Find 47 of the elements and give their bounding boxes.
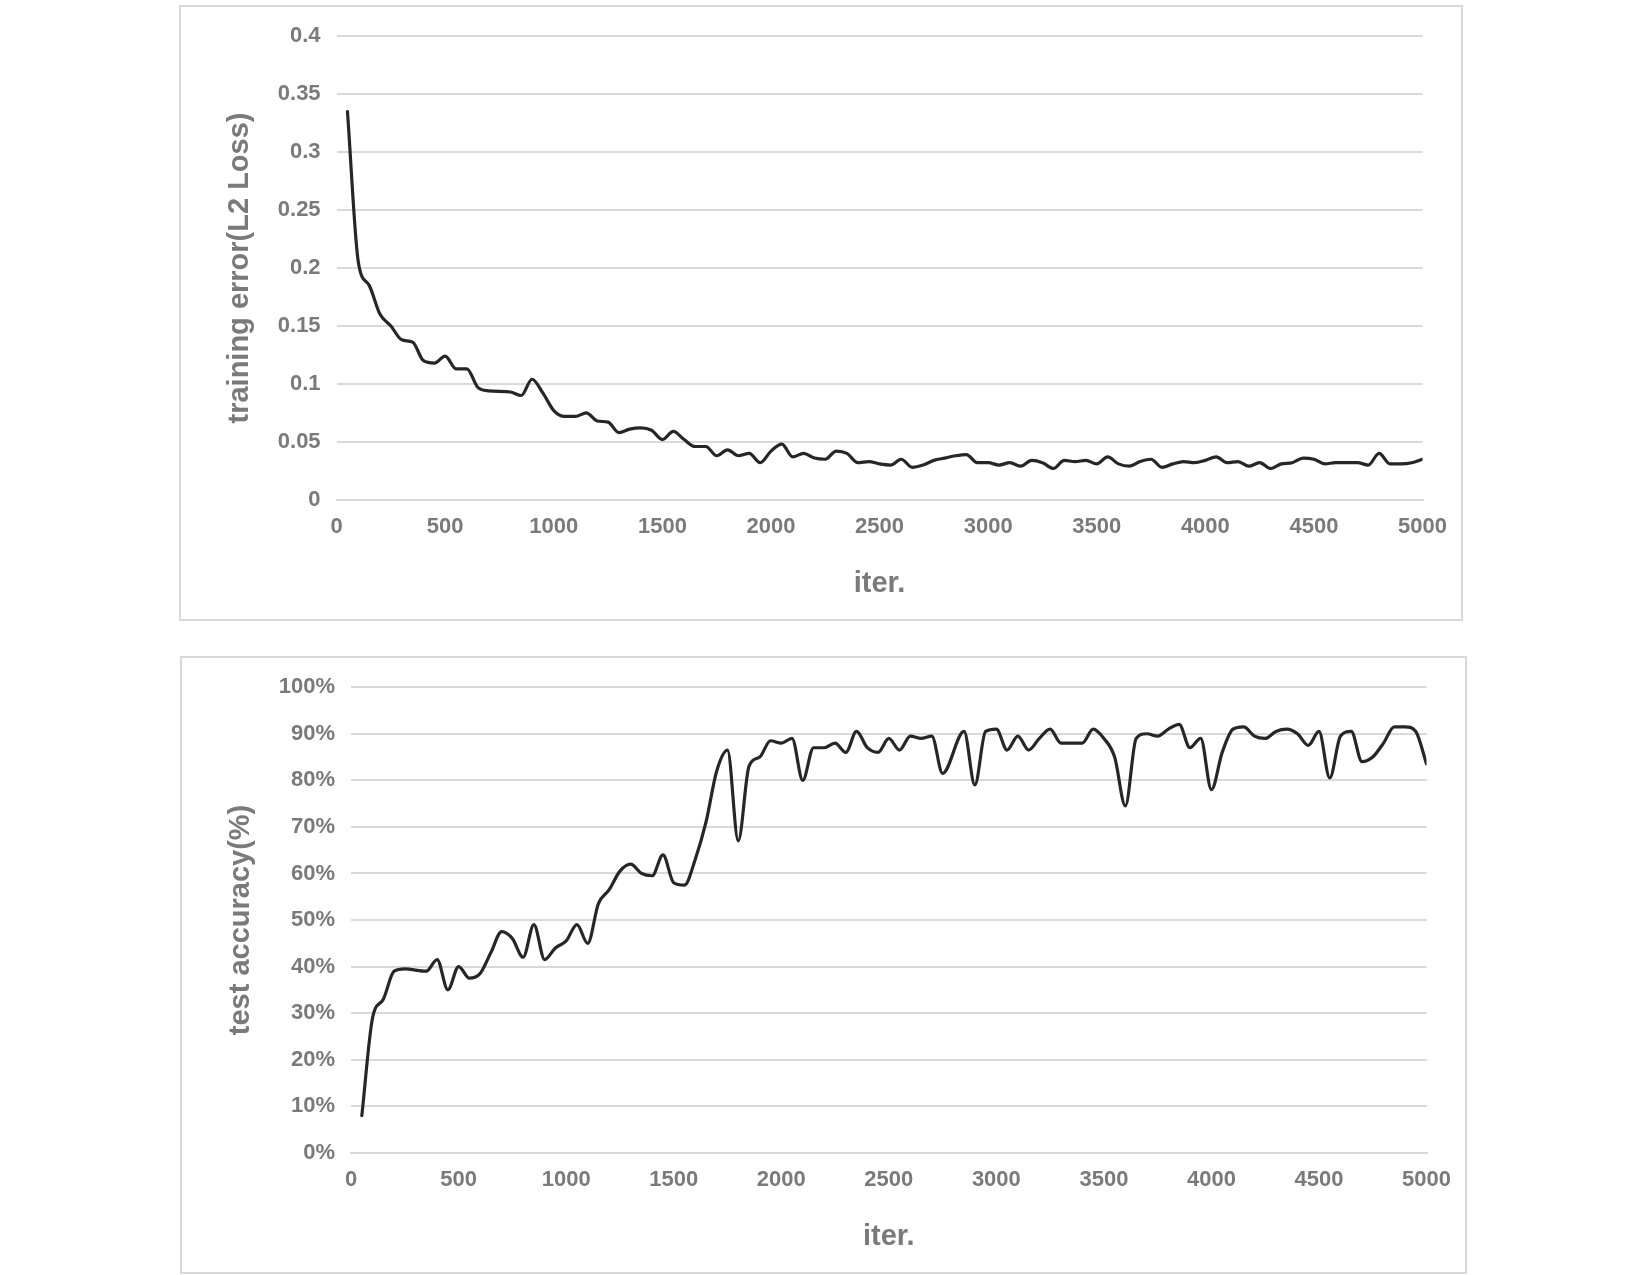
x-tick-label: 3000	[963, 513, 1013, 539]
line-series	[345, 109, 1423, 471]
y-tick-label: 0.35	[277, 80, 321, 106]
y-tick-label: 0%	[303, 1138, 336, 1164]
y-tick-label: 20%	[291, 1045, 336, 1071]
y-tick-label: 100%	[278, 673, 336, 699]
y-tick-label: 60%	[291, 859, 336, 885]
x-tick-label: 1000	[529, 513, 579, 539]
x-tick-label: 2500	[855, 513, 905, 539]
x-tick-label: 3500	[1079, 1166, 1129, 1192]
y-tick-label: 80%	[291, 766, 336, 792]
x-tick-label: 500	[440, 1166, 477, 1192]
line-series	[360, 722, 1427, 1118]
x-tick-label: 1000	[541, 1166, 591, 1192]
x-tick-label: 2500	[864, 1166, 914, 1192]
y-tick-label: 0.4	[290, 22, 322, 48]
x-tick-label: 0	[344, 1166, 358, 1192]
x-tick-label: 4500	[1294, 1166, 1344, 1192]
y-tick-label: 0	[308, 485, 321, 511]
y-tick-label: 50%	[291, 906, 336, 932]
x-axis-title: iter.	[853, 565, 906, 598]
x-tick-label: 2000	[746, 513, 796, 539]
x-tick-label: 4000	[1180, 513, 1230, 539]
x-tick-label: 5000	[1402, 1166, 1452, 1192]
y-tick-label: 0.3	[290, 138, 321, 164]
y-tick-label: 10%	[291, 1092, 336, 1118]
x-axis-title: iter.	[863, 1218, 915, 1251]
x-tick-label: 4000	[1186, 1166, 1236, 1192]
y-axis-title: test accuracy(%)	[223, 804, 256, 1036]
y-axis-title: training error(L2 Loss)	[222, 112, 255, 424]
x-tick-label: 4500	[1289, 513, 1339, 539]
y-tick-label: 70%	[291, 812, 336, 838]
x-tick-label: 3000	[971, 1166, 1021, 1192]
x-tick-label: 3500	[1072, 513, 1122, 539]
y-tick-label: 0.15	[277, 312, 321, 338]
y-tick-label: 0.2	[290, 254, 321, 280]
x-tick-label: 500	[426, 513, 464, 539]
y-tick-label: 30%	[291, 999, 336, 1025]
x-tick-label: 5000	[1398, 513, 1448, 539]
x-tick-label: 1500	[649, 1166, 699, 1192]
y-tick-label: 0.05	[277, 427, 321, 453]
x-tick-label: 1500	[637, 513, 687, 539]
y-tick-label: 0.1	[290, 369, 321, 395]
y-tick-label: 0.25	[277, 196, 321, 222]
y-tick-label: 40%	[291, 952, 336, 978]
y-tick-label: 90%	[291, 719, 336, 745]
x-tick-label: 2000	[756, 1166, 806, 1192]
